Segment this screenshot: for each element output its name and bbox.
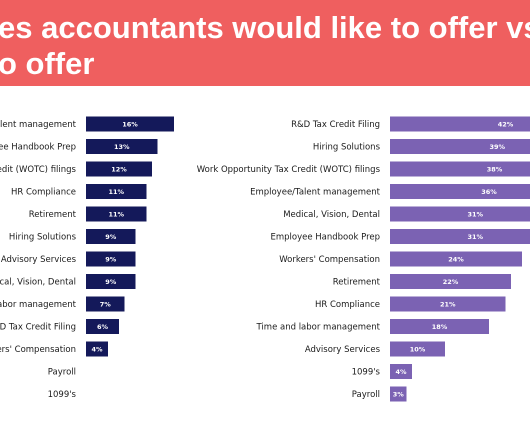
right-value-label-r-d-tax-credit-filing: 42% bbox=[498, 121, 514, 129]
chart-title-line-2: o offer bbox=[0, 46, 95, 81]
right-category-label-advisory-services: Advisory Services bbox=[305, 345, 381, 355]
right-category-label-hr-compliance: HR Compliance bbox=[315, 300, 380, 310]
left-category-label-1099-s: 1099's bbox=[48, 390, 77, 400]
left-category-label-credit-wotc-filings: credit (WOTC) filings bbox=[0, 165, 77, 175]
right-category-label-employee-handbook-prep: Employee Handbook Prep bbox=[270, 233, 380, 243]
right-category-label-payroll: Payroll bbox=[352, 390, 380, 400]
right-category-label-workers-compensation: Workers' Compensation bbox=[279, 255, 380, 265]
right-bar-1099-s bbox=[390, 364, 412, 379]
left-category-label-hr-compliance: HR Compliance bbox=[11, 188, 76, 198]
right-bar-advisory-services bbox=[390, 341, 445, 357]
right-bar-hr-compliance bbox=[390, 296, 506, 312]
title-banner: es accountants would like to offer vs. d… bbox=[0, 0, 530, 86]
left-value-label-labor-management: 7% bbox=[100, 301, 112, 309]
left-value-label-kers-compensation: 4% bbox=[91, 346, 103, 354]
left-category-label-advisory-services: Advisory Services bbox=[1, 255, 77, 265]
right-value-label-1099-s: 4% bbox=[395, 368, 407, 376]
left-category-label-dical-vision-dental: dical, Vision, Dental bbox=[0, 278, 76, 288]
left-value-label-d-tax-credit-filing: 6% bbox=[97, 323, 109, 331]
left-bar-alent-management bbox=[86, 116, 174, 132]
left-bar-credit-wotc-filings bbox=[86, 161, 152, 177]
left-value-label-credit-wotc-filings: 12% bbox=[111, 166, 127, 174]
right-bar-hiring-solutions bbox=[390, 139, 530, 154]
left-category-label-kers-compensation: kers' Compensation bbox=[0, 345, 76, 355]
left-bar-kers-compensation bbox=[86, 341, 108, 357]
right-bar-retirement bbox=[390, 274, 511, 289]
right-value-label-hiring-solutions: 39% bbox=[489, 143, 505, 151]
left-value-label-retirement: 11% bbox=[108, 211, 124, 219]
right-category-label-work-opportunity-tax-credit-wotc-filings: Work Opportunity Tax Credit (WOTC) filin… bbox=[197, 165, 381, 175]
left-value-label-yee-handbook-prep: 13% bbox=[114, 143, 130, 151]
left-bar-yee-handbook-prep bbox=[86, 139, 158, 154]
right-value-label-employee-talent-management: 36% bbox=[481, 188, 497, 196]
left-bar-d-tax-credit-filing bbox=[86, 319, 119, 334]
right-value-label-advisory-services: 10% bbox=[410, 346, 426, 354]
left-value-label-alent-management: 16% bbox=[122, 121, 138, 129]
right-bar-r-d-tax-credit-filing bbox=[390, 116, 530, 132]
right-bar-workers-compensation bbox=[390, 251, 522, 267]
left-bar-hiring-solutions bbox=[86, 229, 136, 244]
right-value-label-work-opportunity-tax-credit-wotc-filings: 38% bbox=[487, 166, 503, 174]
right-bar-payroll bbox=[390, 386, 407, 402]
right-category-label-time-and-labor-management: Time and labor management bbox=[256, 323, 381, 333]
left-bar-retirement bbox=[86, 206, 147, 222]
right-bar-medical-vision-dental bbox=[390, 206, 530, 222]
left-category-label-retirement: Retirement bbox=[29, 210, 77, 220]
left-bar-dical-vision-dental bbox=[86, 274, 136, 289]
right-value-label-workers-compensation: 24% bbox=[448, 256, 464, 264]
left-category-label-yee-handbook-prep: yee Handbook Prep bbox=[0, 143, 76, 153]
left-bar-hr-compliance bbox=[86, 184, 147, 199]
right-category-label-hiring-solutions: Hiring Solutions bbox=[313, 143, 381, 153]
left-value-label-dical-vision-dental: 9% bbox=[105, 278, 117, 286]
chart-title-line-1: es accountants would like to offer vs. d… bbox=[0, 10, 530, 45]
right-category-label-1099-s: 1099's bbox=[352, 368, 381, 378]
left-category-label-d-tax-credit-filing: &D Tax Credit Filing bbox=[0, 323, 76, 333]
would-like-to-offer-chart: alent management 16% yee Handbook Prep 13% c… bbox=[0, 116, 174, 400]
do-not-offer-chart: R&D Tax Credit Filing 42% Hiring Solutions… bbox=[197, 116, 530, 402]
right-value-label-retirement: 22% bbox=[443, 278, 459, 286]
left-category-label-hiring-solutions: Hiring Solutions bbox=[9, 233, 77, 243]
right-category-label-medical-vision-dental: Medical, Vision, Dental bbox=[283, 210, 380, 220]
left-value-label-advisory-services: 9% bbox=[105, 256, 117, 264]
left-bar-labor-management bbox=[86, 296, 125, 312]
left-value-label-hiring-solutions: 9% bbox=[105, 233, 117, 241]
right-value-label-medical-vision-dental: 31% bbox=[467, 211, 483, 219]
right-value-label-employee-handbook-prep: 31% bbox=[467, 233, 483, 241]
left-category-label-alent-management: alent management bbox=[0, 120, 77, 130]
right-category-label-r-d-tax-credit-filing: R&D Tax Credit Filing bbox=[291, 120, 380, 130]
right-bar-work-opportunity-tax-credit-wotc-filings bbox=[390, 161, 530, 177]
right-category-label-retirement: Retirement bbox=[333, 278, 381, 288]
right-bar-employee-handbook-prep bbox=[390, 229, 530, 244]
right-value-label-time-and-labor-management: 18% bbox=[432, 323, 448, 331]
right-value-label-payroll: 3% bbox=[393, 391, 405, 399]
right-bar-employee-talent-management bbox=[390, 184, 530, 199]
left-bar-advisory-services bbox=[86, 251, 136, 267]
right-bar-time-and-labor-management bbox=[390, 319, 489, 334]
left-category-label-labor-management: labor management bbox=[0, 300, 77, 310]
right-category-label-employee-talent-management: Employee/Talent management bbox=[250, 188, 381, 198]
left-category-label-payroll: Payroll bbox=[48, 368, 76, 378]
right-value-label-hr-compliance: 21% bbox=[440, 301, 456, 309]
left-value-label-hr-compliance: 11% bbox=[108, 188, 124, 196]
